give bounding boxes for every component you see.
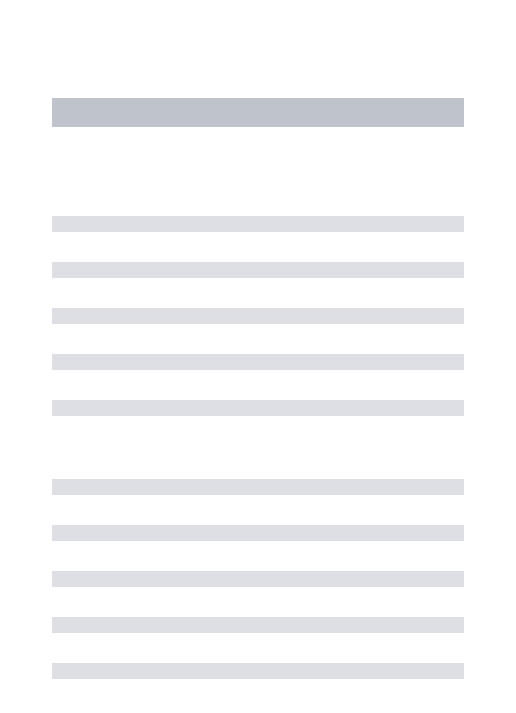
skeleton-group-2 — [52, 479, 464, 679]
skeleton-line — [52, 571, 464, 587]
skeleton-line — [52, 400, 464, 416]
skeleton-line — [52, 262, 464, 278]
skeleton-line — [52, 216, 464, 232]
skeleton-group-1 — [52, 216, 464, 416]
skeleton-line — [52, 525, 464, 541]
skeleton-title — [52, 98, 464, 127]
skeleton-line — [52, 354, 464, 370]
skeleton-line — [52, 663, 464, 679]
skeleton-line — [52, 479, 464, 495]
skeleton-line — [52, 617, 464, 633]
skeleton-line — [52, 308, 464, 324]
